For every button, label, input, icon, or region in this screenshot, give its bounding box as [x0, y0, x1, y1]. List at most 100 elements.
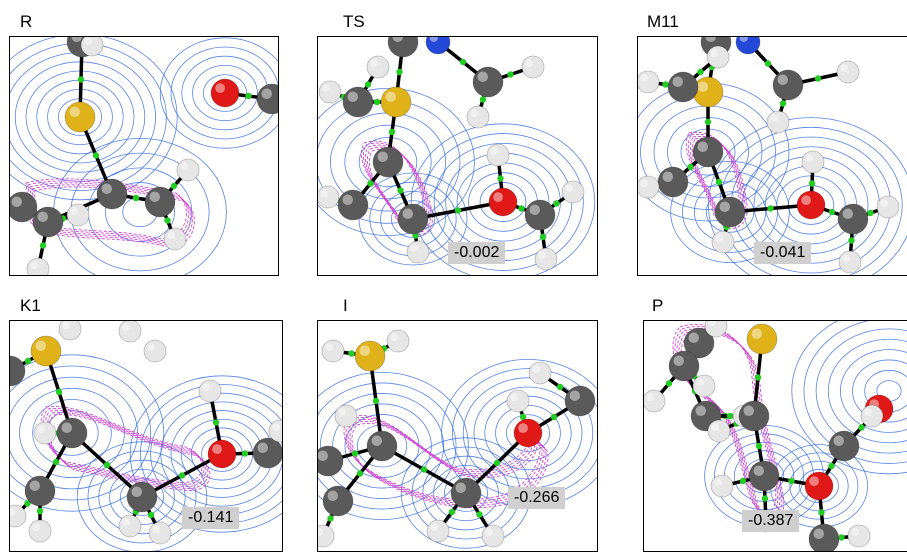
value-tag-i: -0.266: [508, 487, 566, 509]
molecule-plot-k1: [10, 321, 282, 551]
atom-highlight: [485, 528, 493, 536]
carbon-atom: [342, 86, 374, 118]
panel-label-i: I: [343, 296, 348, 315]
atom-highlight: [62, 321, 70, 329]
sulfur-atom: [64, 101, 96, 133]
contour-line: [422, 133, 584, 271]
bond-critical-point: [39, 242, 47, 249]
atom-highlight: [131, 486, 142, 497]
bond-critical-point: [448, 508, 456, 516]
contour-line: [344, 124, 432, 200]
bond-critical-point: [454, 207, 462, 214]
bond-critical-point: [828, 462, 835, 470]
atom-highlight: [864, 408, 872, 416]
bond-critical-point: [704, 118, 712, 126]
carbon-atom: [450, 477, 482, 509]
hydrogen-atom: [66, 203, 90, 227]
bond-critical-point: [507, 71, 514, 78]
carbon-atom: [387, 37, 419, 58]
dashed-contour: [31, 184, 193, 245]
atom-highlight: [697, 81, 708, 92]
bond-critical-point: [77, 76, 85, 83]
contour-line: [319, 393, 445, 499]
atom-highlight: [152, 525, 160, 533]
atom-highlight: [84, 37, 92, 45]
hydrogen-atom: [521, 55, 545, 79]
sulfur-atom: [380, 86, 412, 118]
hydrogen-atom: [561, 180, 585, 204]
contour-line: [708, 117, 907, 275]
atom-highlight: [805, 154, 813, 162]
atom-highlight: [322, 84, 330, 92]
atom-highlight: [35, 340, 46, 351]
bond-critical-point: [867, 209, 874, 217]
hydrogen-atom: [386, 329, 410, 353]
oxygen-atom: [796, 190, 826, 220]
oxygen-atom: [488, 187, 518, 217]
contour-line: [410, 123, 596, 275]
atom-highlight: [672, 76, 683, 87]
contour-line: [358, 137, 418, 187]
carbon-atom: [714, 196, 746, 228]
bond-critical-point: [132, 194, 140, 202]
carbon-atom: [322, 485, 354, 517]
hydrogen-atom: [644, 389, 666, 413]
bond-critical-point: [755, 442, 763, 450]
contour-line: [318, 382, 457, 510]
carbon-atom: [524, 199, 556, 231]
bond-critical-point: [818, 509, 825, 516]
value-tag-ts: -0.002: [448, 242, 506, 264]
atom-highlight: [809, 476, 819, 486]
molecule-plot-ts: [318, 37, 596, 275]
atom-highlight: [715, 234, 723, 242]
contour-line: [682, 171, 778, 253]
bond-critical-point: [550, 413, 558, 421]
carbon-atom: [564, 385, 596, 417]
carbon-atom: [772, 69, 804, 101]
contour-line: [10, 354, 165, 512]
atom-highlight: [377, 151, 388, 162]
bond-critical-point: [178, 472, 186, 479]
bond-critical-point: [476, 511, 483, 518]
atom-highlight: [708, 321, 716, 326]
atoms: [10, 37, 278, 275]
hydrogen-atom: [28, 519, 52, 543]
hydrogen-atom: [847, 524, 871, 548]
atom-highlight: [212, 444, 223, 454]
atom-highlight: [370, 59, 378, 67]
bond-critical-point: [519, 413, 527, 421]
bond-critical-point: [715, 178, 723, 186]
dashed-contour: [46, 412, 209, 489]
atom-highlight: [851, 528, 859, 536]
hydrogen-atom: [710, 474, 734, 498]
hydrogen-atom: [836, 60, 860, 84]
atom-highlight: [705, 37, 716, 42]
atoms: [318, 37, 585, 271]
bond-critical-point: [356, 470, 364, 477]
bond-critical-point: [420, 466, 428, 473]
atom-highlight: [342, 194, 353, 205]
carbon-atom: [738, 400, 770, 432]
contour-line: [318, 372, 469, 520]
atom-highlight: [529, 204, 540, 215]
dashed-contour: [345, 417, 543, 503]
carbon-atom: [808, 523, 840, 551]
atom-highlight: [318, 528, 323, 536]
atom-highlight: [470, 109, 478, 117]
atom-highlight: [739, 37, 748, 42]
bond-critical-point: [858, 424, 865, 431]
bond-critical-point: [726, 412, 734, 420]
bond-critical-point: [556, 383, 564, 391]
atom-highlight: [29, 480, 40, 491]
contour-line: [827, 338, 907, 444]
molecule-plot-m11: [638, 37, 907, 275]
bond-critical-point: [397, 187, 404, 194]
atom-highlight: [261, 88, 272, 99]
hydrogen-atom: [481, 524, 505, 548]
sulfur-atom: [746, 323, 778, 355]
contour-line: [202, 74, 247, 112]
atom-highlight: [430, 523, 438, 531]
bond-critical-point: [367, 180, 374, 187]
contour-line: [19, 387, 125, 479]
hydrogen-atom: [711, 230, 735, 254]
